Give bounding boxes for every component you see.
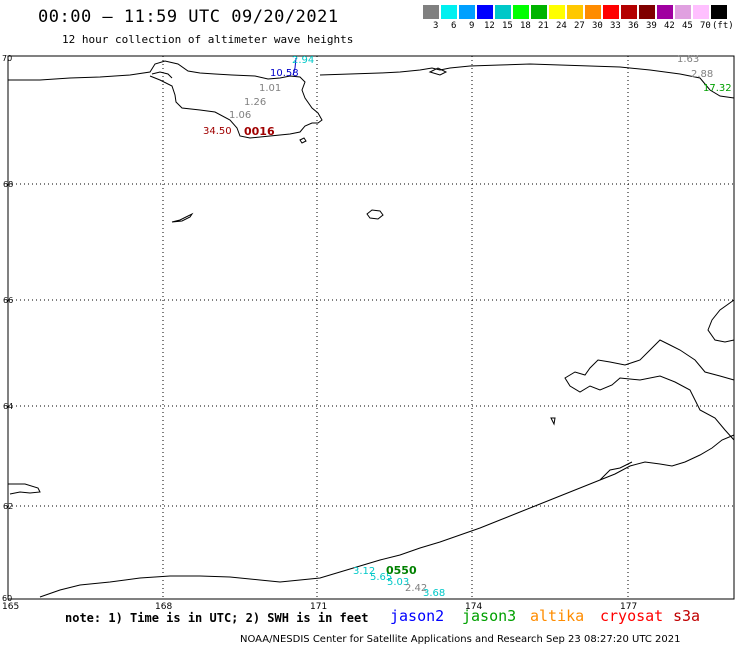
- legend-tick: 30: [592, 21, 603, 31]
- small-island-w: [171, 212, 194, 223]
- wave-label: 10.58: [270, 68, 299, 79]
- wrangel-island: [366, 209, 384, 220]
- legend-swatch: [675, 5, 691, 19]
- legend-swatch: [531, 5, 547, 19]
- legend-tick: 3: [433, 21, 439, 31]
- pass-time-label: 0016: [244, 125, 275, 138]
- map-frame: [7, 55, 735, 600]
- legend-swatch: [603, 5, 619, 19]
- lon-label-168: 168: [155, 602, 172, 612]
- wave-label: 1.01: [259, 83, 281, 94]
- lon-label-174: 174: [465, 602, 482, 612]
- wave-label: 17.32: [703, 83, 732, 94]
- islet-3: [8, 483, 41, 495]
- legend-tick: 42: [664, 21, 675, 31]
- coast-east-inlet: [707, 299, 735, 343]
- units-note: note: 1) Time is in UTC; 2) SWH is in fe…: [65, 611, 369, 625]
- graticule: [8, 56, 734, 599]
- wave-label: 3.12: [353, 566, 375, 577]
- legend-swatch: [513, 5, 529, 19]
- satellite-jason3: jason3: [462, 607, 517, 625]
- arctic-coast-east: [319, 63, 735, 99]
- satellite-altika: altika: [530, 607, 585, 625]
- map-title: 00:00 — 11:59 UTC 09/20/2021: [38, 7, 339, 27]
- legend-swatch: [459, 5, 475, 19]
- legend-tick: 27: [574, 21, 585, 31]
- legend-swatch: [657, 5, 673, 19]
- legend-swatch: [495, 5, 511, 19]
- wave-label: 5.03: [387, 577, 409, 588]
- lat-label-64: 64: [3, 402, 13, 411]
- legend-swatch: [585, 5, 601, 19]
- legend-swatch: [441, 5, 457, 19]
- wave-label: 1.63: [677, 54, 699, 65]
- satellite-cryosat: cryosat: [600, 607, 664, 625]
- herald-spit: [151, 71, 173, 79]
- wave-label: 34.50: [203, 126, 232, 137]
- lat-label-68: 68: [3, 180, 13, 189]
- lat-label-62: 62: [3, 502, 13, 511]
- lon-label-177: 177: [620, 602, 637, 612]
- pass-time-label: 0550: [386, 564, 417, 577]
- legend-tick: 39: [646, 21, 657, 31]
- map-subtitle: 12 hour collection of altimeter wave hei…: [62, 33, 354, 46]
- legend-tick: 36: [628, 21, 639, 31]
- wave-label: 2.94: [292, 55, 314, 66]
- legend-swatch: [711, 5, 727, 19]
- legend-tick: 45: [682, 21, 693, 31]
- legend-swatch: [639, 5, 655, 19]
- wave-label: 2.42: [405, 583, 427, 594]
- arctic-coast-west: [8, 60, 323, 139]
- legend-tick: 24: [556, 21, 567, 31]
- lat-label-66: 66: [3, 296, 13, 305]
- legend-tick: 12: [484, 21, 495, 31]
- legend-swatch: [477, 5, 493, 19]
- legend-swatch: [621, 5, 637, 19]
- legend-swatch: [549, 5, 565, 19]
- lat-label-70: 70: [2, 54, 12, 63]
- legend-tick: 6: [451, 21, 457, 31]
- legend-swatch: [567, 5, 583, 19]
- legend-tick: 15: [502, 21, 513, 31]
- lon-label-171: 171: [310, 602, 327, 612]
- satellite-track: [292, 57, 297, 76]
- wave-label: 2.88: [691, 69, 713, 80]
- legend-swatch: [423, 5, 439, 19]
- legend-tick: 33: [610, 21, 621, 31]
- wave-label: 5.65: [370, 572, 392, 583]
- legend-swatch: [693, 5, 709, 19]
- legend-tick: 21: [538, 21, 549, 31]
- wave-label: 1.06: [229, 110, 251, 121]
- legend-tick: 70: [700, 21, 711, 31]
- south-coast: [39, 434, 735, 598]
- lat-label-60: 60: [2, 594, 12, 603]
- islet-1: [299, 137, 307, 144]
- satellite-jason2: jason2: [390, 607, 445, 625]
- lon-label-165: 165: [2, 602, 19, 612]
- legend-tick: 9: [469, 21, 475, 31]
- coastlines: [8, 60, 735, 598]
- wave-label: 1.26: [244, 97, 266, 108]
- arctic-coast-east-2: [428, 67, 448, 76]
- islet-2: [550, 417, 556, 426]
- legend-tick: 18: [520, 21, 531, 31]
- satellite-s3a: s3a: [673, 607, 701, 625]
- bering-strait-coast: [564, 339, 735, 441]
- legend-tick: (ft): [712, 21, 734, 31]
- credit-line: NOAA/NESDIS Center for Satellite Applica…: [240, 634, 681, 645]
- south-coast-inlet: [599, 461, 633, 481]
- wave-label: 3.68: [423, 588, 445, 599]
